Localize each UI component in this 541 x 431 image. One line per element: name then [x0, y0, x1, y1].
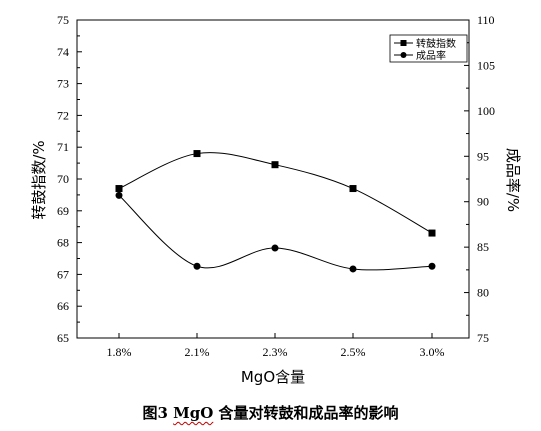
- y-axis-left-title: 转鼓指数/%: [30, 140, 48, 219]
- x-tick-label: 3.0%: [420, 345, 445, 359]
- x-axis-title: MgO含量: [241, 368, 305, 386]
- data-point-0: [193, 150, 201, 158]
- data-point-0: [428, 229, 436, 237]
- data-point-1: [115, 191, 123, 199]
- y-left-tick-label: 71: [57, 140, 69, 154]
- y-left-tick-label: 72: [57, 108, 69, 122]
- figure-caption: 图3 MgO 含量对转鼓和成品率的影响: [0, 402, 541, 423]
- left-axis: 65 66 67 68 69 70 71 72 73 74 75: [57, 13, 82, 345]
- y-right-tick-label: 85: [477, 240, 489, 254]
- caption-mgo: MgO: [173, 404, 214, 422]
- y-left-tick-label: 65: [57, 331, 69, 345]
- y-left-tick-label: 68: [57, 236, 69, 250]
- x-tick-label: 2.3%: [263, 345, 288, 359]
- y-left-tick-label: 74: [57, 45, 69, 59]
- data-point-0: [115, 185, 123, 193]
- caption-rest: 含量对转鼓和成品率的影响: [213, 404, 399, 422]
- series-line-1: [118, 194, 433, 271]
- legend-marker-0: [400, 40, 407, 46]
- y-right-tick-label: 105: [477, 58, 495, 72]
- y-axis-right-title: 成品率/%: [504, 148, 522, 212]
- y-right-tick-label: 95: [477, 149, 489, 163]
- y-left-tick-label: 67: [57, 267, 69, 281]
- data-point-1: [428, 262, 436, 270]
- y-right-tick-label: 110: [477, 13, 495, 27]
- x-axis: 1.8% 2.1% 2.3% 2.5% 3.0%: [107, 333, 445, 359]
- legend-marker-1: [400, 52, 407, 58]
- x-tick-label: 2.1%: [185, 345, 210, 359]
- y-left-tick-label: 75: [57, 13, 69, 27]
- y-right-tick-label: 100: [477, 104, 495, 118]
- y-right-tick-label: 90: [477, 195, 489, 209]
- y-left-tick-label: 69: [57, 204, 69, 218]
- caption-prefix: 图3: [142, 404, 174, 422]
- data-point-0: [271, 161, 279, 169]
- plot-frame: [76, 19, 470, 339]
- y-left-tick-label: 66: [57, 299, 69, 313]
- data-point-1: [271, 244, 279, 252]
- y-left-tick-label: 70: [57, 172, 69, 186]
- data-point-1: [193, 262, 201, 270]
- y-left-tick-label: 73: [57, 77, 69, 91]
- x-tick-label: 1.8%: [107, 345, 132, 359]
- x-tick-label: 2.5%: [341, 345, 366, 359]
- legend-label-0: 转鼓指数: [416, 37, 456, 50]
- y-right-tick-label: 80: [477, 286, 489, 300]
- data-point-0: [349, 185, 357, 193]
- data-point-1: [349, 265, 357, 273]
- legend-label-1: 成品率: [416, 49, 446, 62]
- right-axis: 75 80 85 90 95 100 105 110: [464, 13, 495, 345]
- y-right-tick-label: 75: [477, 331, 489, 345]
- series-layer: [115, 150, 436, 273]
- legend: 转鼓指数 成品率: [389, 34, 468, 63]
